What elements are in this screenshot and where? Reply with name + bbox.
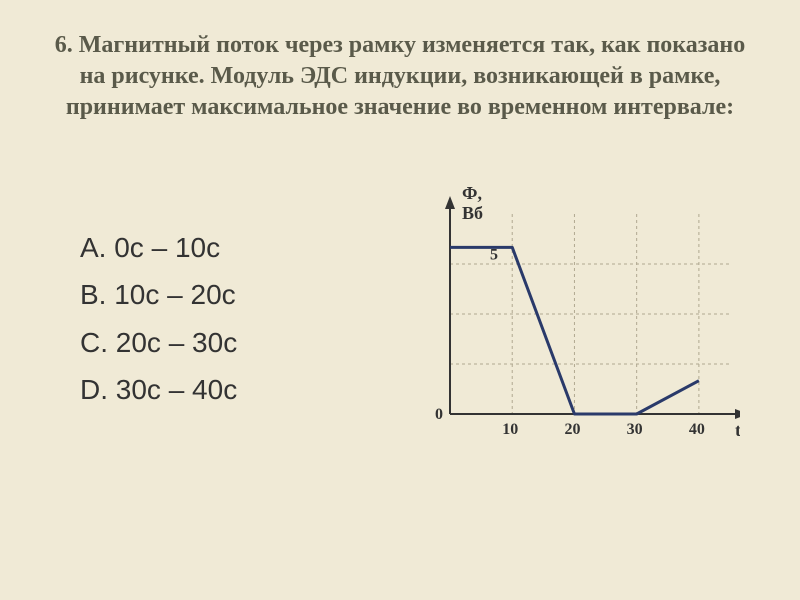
svg-text:5: 5 [490, 246, 498, 263]
option-d: D. 30с – 40с [80, 366, 420, 414]
svg-text:Вб: Вб [462, 203, 483, 223]
chart-container: Ф,Вб 5 0 10 20 30 40 t, с [420, 174, 760, 454]
option-a: A. 0с – 10с [80, 224, 420, 272]
content-area: A. 0с – 10с B. 10с – 20с C. 20с – 30с D.… [0, 144, 800, 484]
svg-text:30: 30 [627, 421, 643, 438]
flux-chart: Ф,Вб 5 0 10 20 30 40 t, с [400, 174, 740, 454]
svg-text:Ф,: Ф, [462, 183, 482, 203]
svg-text:10: 10 [502, 421, 518, 438]
svg-text:40: 40 [689, 421, 705, 438]
question-title: 6. Магнитный поток через рамку изменяетс… [0, 0, 800, 144]
svg-text:0: 0 [435, 406, 443, 423]
svg-text:t, с: t, с [735, 420, 740, 440]
answer-options: A. 0с – 10с B. 10с – 20с C. 20с – 30с D.… [40, 174, 420, 414]
option-c: C. 20с – 30с [80, 319, 420, 367]
svg-text:20: 20 [564, 421, 580, 438]
option-b: B. 10с – 20с [80, 271, 420, 319]
